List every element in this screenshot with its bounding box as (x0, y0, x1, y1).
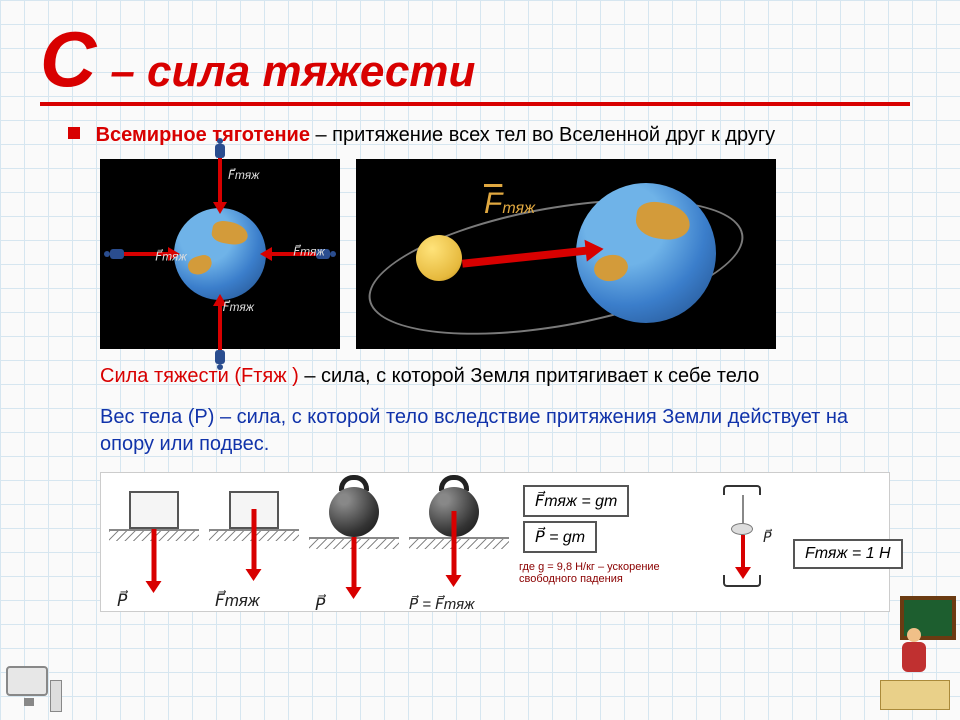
definition-rest: – притяжение всех тел во Вселенной друг … (310, 124, 775, 146)
monitor-icon (6, 666, 48, 696)
title-underline (40, 102, 910, 106)
slide-content: С – сила тяжести Всемирное тяготение – п… (0, 0, 960, 720)
computer-clipart (2, 664, 66, 720)
pc-tower-icon (50, 680, 62, 712)
earth-icon (174, 208, 266, 300)
definition-weight: Вес тела (Р) – сила, с которой тело всле… (100, 404, 870, 458)
force-arrow (218, 298, 222, 350)
equation-gravity: F⃗тяж = gm (523, 485, 629, 517)
weight-arrow (152, 529, 157, 583)
gravity-arrow (452, 511, 457, 577)
definition-gravitation: Всемирное тяготение – притяжение всех те… (68, 122, 910, 149)
kettlebell-icon (329, 487, 379, 537)
force-label: F⃗тяж (223, 300, 254, 314)
bullet-icon (68, 127, 80, 139)
figure-earth-radial-forces: F⃗тяж F⃗тяж F⃗тяж F⃗тяж (100, 159, 340, 349)
force-label: F⃗тяж (293, 245, 324, 259)
figure-weight-diagram: P⃗ F⃗тяж P⃗ P⃗ = F⃗тяж F⃗тяж = gm (100, 472, 890, 612)
diagram-hanging-unit: P⃗ Fтяж = 1 Н (699, 479, 899, 605)
floor-bracket (723, 575, 761, 587)
moon-icon (416, 235, 462, 281)
desk-icon (880, 680, 950, 710)
floor-hatch (409, 539, 509, 549)
force-label: F⃗тяж (155, 249, 186, 263)
hang-line (742, 495, 744, 523)
gravity-label: F⃗тяж (215, 591, 260, 611)
force-symbol: F (484, 187, 502, 220)
diagram-box-gravity: F⃗тяж (209, 479, 299, 605)
diagram-kettlebell-2: P⃗ = F⃗тяж (409, 479, 509, 605)
force-arrow (218, 158, 222, 210)
figure-row: F⃗тяж F⃗тяж F⃗тяж F⃗тяж (100, 159, 910, 349)
title-text: – сила тяжести (110, 47, 475, 97)
weight-label: P⃗ (315, 595, 325, 615)
gravity-arrow (252, 509, 257, 571)
force-label-large: Fтяж (484, 187, 535, 221)
equation-unit: Fтяж = 1 Н (793, 539, 903, 569)
definition-term: Вес тела (Р) (100, 406, 214, 428)
diagram-box-weight: P⃗ (109, 479, 199, 605)
hanging-body-icon (731, 523, 753, 535)
definition-rest: – сила, с которой Земля притягивает к се… (299, 365, 759, 387)
gravity-arrow (741, 535, 745, 569)
boy-icon (902, 640, 926, 682)
definition-term: Сила тяжести (Fтяж ) (100, 365, 299, 387)
weight-arrow (352, 537, 357, 589)
slide-title: С – сила тяжести (40, 20, 910, 98)
force-label: F⃗тяж (228, 168, 259, 182)
person-icon (215, 348, 225, 364)
box-on-support (129, 491, 179, 529)
student-at-desk-clipart (866, 596, 956, 716)
ceiling-bracket (723, 485, 761, 495)
diagram-kettlebell-1: P⃗ (309, 479, 399, 605)
weight-label: P⃗ (117, 591, 127, 611)
definition-gravity-force: Сила тяжести (Fтяж ) – сила, с которой З… (100, 363, 870, 390)
note-g-value: где g = 9,8 Н/кг – ускорение свободного … (519, 561, 689, 585)
title-letter: С (40, 20, 96, 98)
force-subscript: тяж (502, 200, 535, 217)
equality-label: P⃗ = F⃗тяж (409, 595, 474, 613)
figure-earth-moon-attraction: Fтяж (356, 159, 776, 349)
definition-term: Всемирное тяготение (96, 124, 310, 146)
diagram-equations: F⃗тяж = gm P⃗ = gm где g = 9,8 Н/кг – ус… (519, 479, 689, 605)
equation-weight: P⃗ = gm (523, 521, 597, 553)
weight-label: P⃗ (763, 529, 771, 546)
